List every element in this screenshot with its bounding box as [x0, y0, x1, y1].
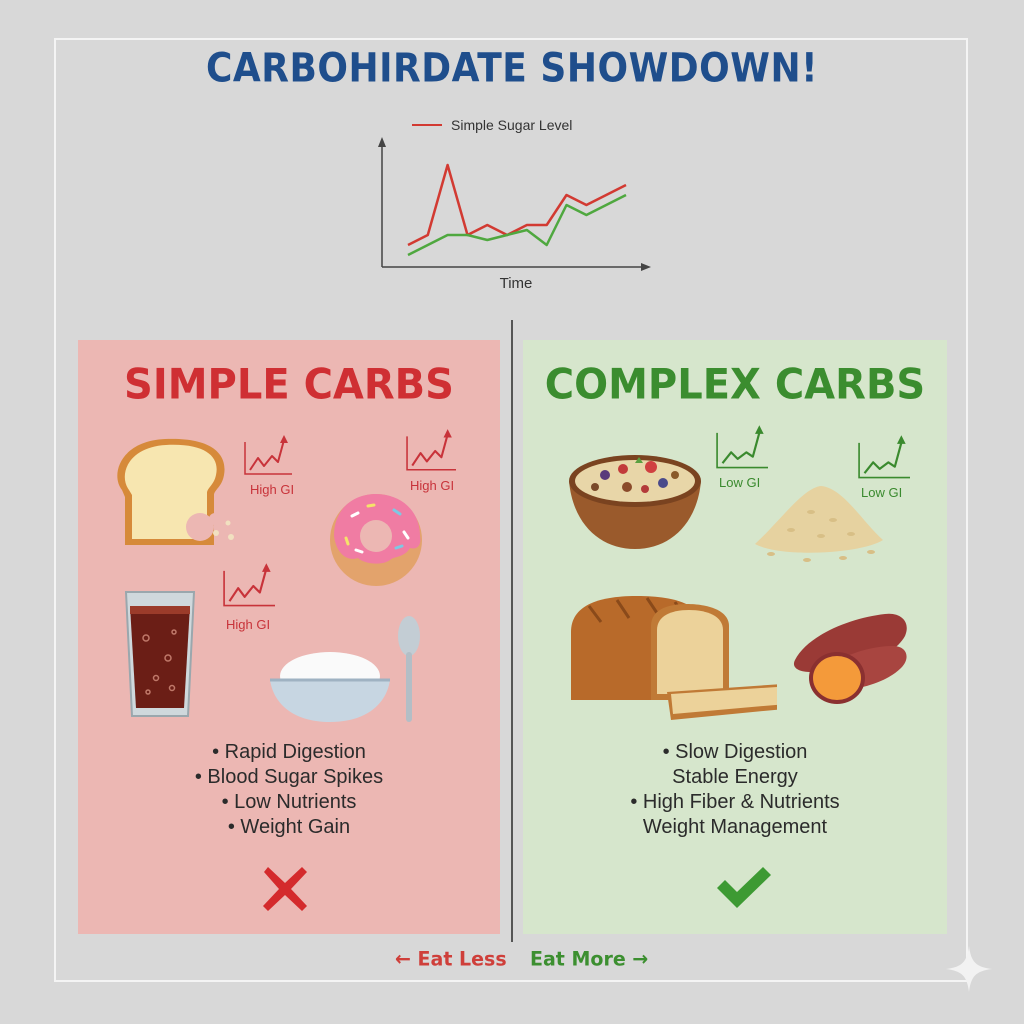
x-axis-arrow [641, 263, 651, 271]
page-title: CARBOHIRDATE SHOWDOWN! [205, 45, 819, 92]
panel-divider [511, 320, 513, 942]
checkmark-icon [717, 867, 771, 908]
eat-more-label: Eat More → [530, 947, 648, 970]
y-axis-arrow [378, 137, 386, 147]
left-arrow-icon: ← [395, 947, 411, 971]
bullet-item: • Weight Gain [227, 816, 351, 838]
series-line-simple-sugar [407, 163, 627, 247]
gi-indicator: Low GI [711, 422, 773, 490]
bullet-item: • Low Nutrients [221, 791, 357, 813]
x-axis-label: Time [500, 275, 533, 292]
high-gi-graph-icon [406, 429, 456, 471]
whole-wheat-bread-icon [571, 596, 777, 720]
donut-icon [330, 494, 422, 586]
white-bread-icon [117, 438, 234, 545]
sparkle-icon [946, 946, 992, 992]
simple-carbs-bullets: • Rapid Digestion • Blood Sugar Spikes •… [78, 740, 500, 840]
complex-carbs-bullets: • Slow Digestion Stable Energy • High Fi… [523, 740, 947, 840]
simple-carbs-panel: SIMPLE CARBS [78, 340, 500, 934]
legend-label-simple-sugar: Simple Sugar Level [451, 117, 572, 133]
low-gi-graph-icon [716, 425, 768, 469]
chart-svg: Simple Sugar Level Time [378, 117, 651, 292]
gi-label: High GI [250, 482, 295, 497]
bullet-item: Weight Management [642, 816, 828, 838]
gi-label: High GI [410, 478, 455, 493]
rice-bowl-icon [270, 652, 390, 722]
gi-label: Low GI [861, 485, 903, 500]
spoon-icon [398, 616, 420, 722]
cross-icon [263, 867, 307, 911]
gi-indicator: High GI [218, 560, 280, 632]
grain-pile-icon [755, 486, 883, 562]
bullet-item: Stable Energy [672, 766, 798, 788]
complex-carbs-panel: COMPLEX CARBS [523, 340, 947, 934]
series-line-complex [407, 193, 627, 257]
gi-label: Low GI [719, 475, 761, 490]
gi-indicator: High GI [400, 426, 462, 493]
gi-indicator: Low GI [853, 432, 915, 500]
eat-less-label: ← Eat Less [395, 947, 507, 970]
simple-carbs-title: SIMPLE CARBS [124, 360, 454, 410]
gi-indicator: High GI [242, 432, 294, 497]
infographic-frame [54, 38, 968, 982]
right-arrow-icon: → [632, 947, 649, 971]
sugar-level-chart: Simple Sugar Level Time [360, 105, 670, 305]
bullet-item: • High Fiber & Nutrients [630, 791, 840, 813]
eat-less-text: Eat Less [417, 947, 507, 971]
complex-carbs-title: COMPLEX CARBS [544, 360, 926, 410]
bullet-item: • Slow Digestion [662, 741, 808, 763]
gi-label: High GI [226, 617, 271, 632]
sweet-potato-icon [793, 613, 907, 704]
low-gi-graph-icon [858, 435, 910, 479]
high-gi-graph-icon [244, 435, 292, 475]
oatmeal-bowl-icon [569, 455, 701, 549]
soda-glass-icon [124, 591, 196, 717]
high-gi-graph-icon [223, 563, 275, 607]
eat-more-text: Eat More [530, 947, 626, 971]
bullet-item: • Blood Sugar Spikes [194, 766, 384, 788]
bullet-item: • Rapid Digestion [212, 741, 366, 763]
